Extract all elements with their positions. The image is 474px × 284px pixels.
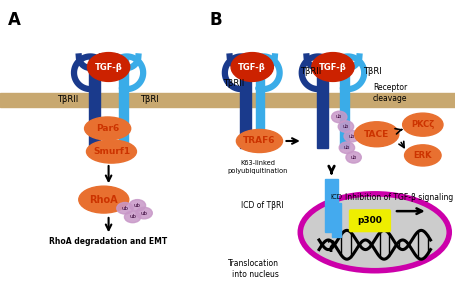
Text: TGF-β: TGF-β [95,62,122,72]
Text: Par6: Par6 [96,124,119,133]
Ellipse shape [355,122,399,147]
Text: ICD of TβRI: ICD of TβRI [241,201,283,210]
Text: Smurf1: Smurf1 [93,147,130,156]
Ellipse shape [402,113,443,136]
Ellipse shape [339,142,355,153]
Text: ?: ? [327,240,336,255]
Text: ub: ub [344,145,350,150]
Bar [340,59,349,148]
Ellipse shape [129,200,146,211]
Text: RhoA: RhoA [90,195,118,204]
Ellipse shape [404,145,441,166]
Bar [240,59,251,148]
Text: ub: ub [348,134,355,139]
Bar [0,93,456,107]
Text: A: A [8,11,20,29]
Text: TβRI: TβRI [140,95,159,104]
Bar [331,203,341,237]
Text: ub: ub [343,124,349,129]
Text: Translocation
into nucleus: Translocation into nucleus [228,259,279,279]
Text: B: B [210,11,222,29]
Ellipse shape [125,211,141,223]
Text: PKCζ: PKCζ [411,120,435,129]
Bar [317,59,328,148]
Text: TACE: TACE [364,130,389,139]
Text: ub: ub [121,206,128,211]
Text: RhoA degradation and EMT: RhoA degradation and EMT [49,237,168,246]
FancyBboxPatch shape [349,209,391,232]
Text: TβRI: TβRI [363,67,382,76]
Ellipse shape [84,117,131,140]
Text: ub: ub [134,203,141,208]
Bar [119,59,128,148]
Ellipse shape [312,53,354,82]
Ellipse shape [344,130,359,142]
Ellipse shape [79,186,129,213]
Text: ICD: ICD [330,194,342,200]
Bar [255,59,264,148]
Text: K63-linked
polyubiquitination: K63-linked polyubiquitination [228,160,288,174]
Text: ub: ub [129,214,136,220]
Text: ERK: ERK [413,151,432,160]
Text: TGF-β: TGF-β [319,62,347,72]
Bar [325,179,338,232]
Text: TRAF6: TRAF6 [243,137,276,145]
Ellipse shape [237,130,283,153]
Text: ub: ub [141,210,147,216]
Text: TβRII: TβRII [56,95,78,104]
Ellipse shape [301,194,449,271]
Text: p300: p300 [357,216,383,225]
Text: Inhibition of TGF-β signaling: Inhibition of TGF-β signaling [345,193,453,202]
Text: Receptor
cleavage: Receptor cleavage [373,83,407,103]
Ellipse shape [331,111,347,123]
Text: TβRII: TβRII [223,79,244,88]
Ellipse shape [231,53,273,82]
Bar [90,59,100,148]
Text: TGF-β: TGF-β [238,62,266,72]
Ellipse shape [136,207,152,219]
Ellipse shape [87,53,130,82]
Ellipse shape [117,202,133,214]
Text: ub: ub [350,155,357,160]
Text: TβRII: TβRII [300,67,321,76]
Ellipse shape [338,121,354,132]
Ellipse shape [86,140,137,163]
Ellipse shape [346,152,361,163]
Text: ub: ub [336,114,342,120]
